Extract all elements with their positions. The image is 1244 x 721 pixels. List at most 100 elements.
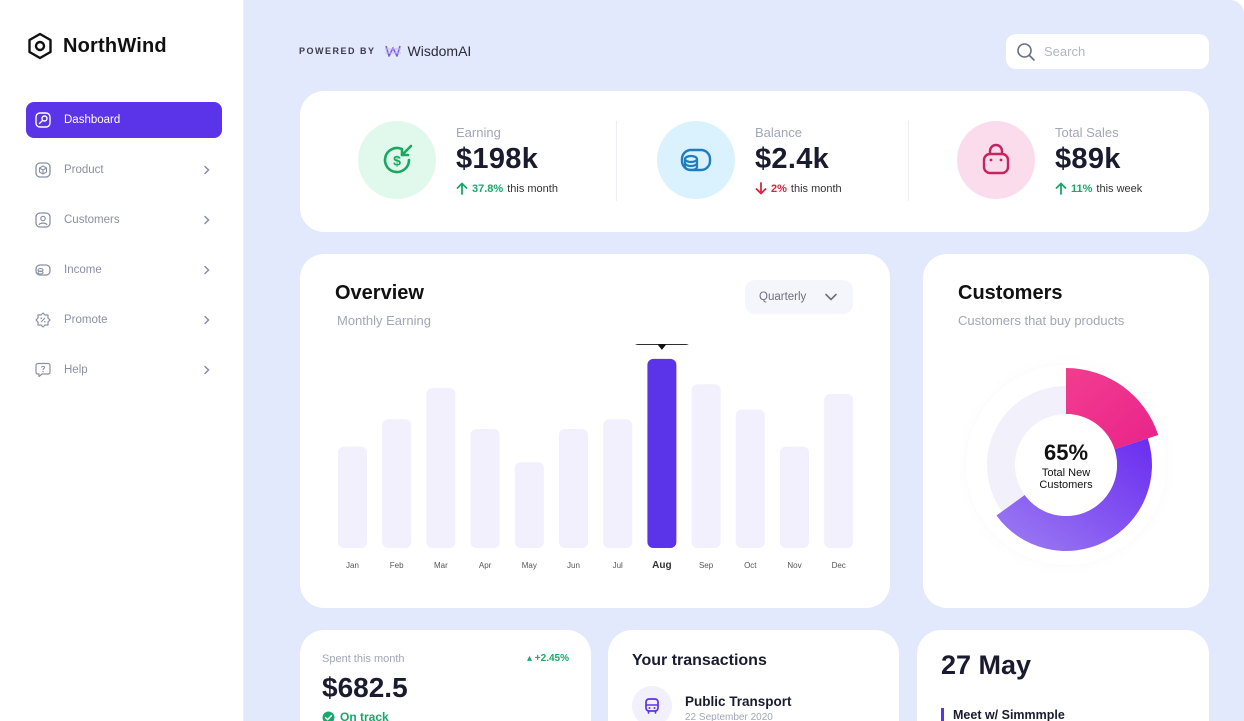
- x-tick-label: Oct: [744, 561, 757, 570]
- x-tick-label: Jan: [346, 561, 359, 570]
- bar-aug[interactable]: [647, 358, 677, 548]
- stat-balance-icon-bg: [657, 121, 735, 199]
- chevron-down-icon: [825, 293, 838, 301]
- transaction-date: 22 September 2020: [685, 712, 773, 721]
- stat-change-value: 37.8%: [472, 182, 504, 195]
- bar-feb[interactable]: [382, 419, 412, 548]
- shopping-bag-icon: [982, 143, 1010, 175]
- stat-earning-icon-bg: $: [358, 121, 436, 199]
- wallet-coins-icon: [680, 148, 712, 172]
- powered-by-banner: POWERED BY WisdomAI: [299, 43, 471, 59]
- x-tick-label: Jul: [613, 561, 623, 570]
- customers-icon: [34, 211, 52, 229]
- x-tick-label: May: [522, 561, 537, 570]
- dashboard-icon: [34, 111, 52, 129]
- sidebar-item-dashboard[interactable]: Dashboard: [26, 102, 222, 138]
- hexagon-logo-icon: [28, 32, 52, 60]
- bar-jan[interactable]: [338, 446, 367, 548]
- bar-oct[interactable]: [735, 409, 765, 548]
- income-wallet-icon: [34, 261, 52, 279]
- stat-balance: Balance $2.4k 2% this month: [657, 121, 842, 199]
- svg-text:$: $: [393, 153, 401, 169]
- spent-label: Spent this month: [322, 653, 405, 665]
- bar-sep[interactable]: [691, 384, 721, 548]
- x-tick-label: Apr: [479, 561, 492, 570]
- calendar-card: 27 May Meet w/ Simmmple: [917, 630, 1209, 721]
- donut-caption-1: Total New: [1042, 467, 1090, 479]
- stat-change-value: 2%: [771, 182, 787, 195]
- overview-subtitle: Monthly Earning: [337, 313, 431, 328]
- x-tick-label: Mar: [434, 561, 448, 570]
- search-icon: [1017, 42, 1035, 61]
- main-content: POWERED BY WisdomAI $ Earning $198k: [244, 0, 1244, 721]
- search-box[interactable]: [1006, 34, 1209, 69]
- bar-jul[interactable]: [603, 419, 633, 548]
- donut-hole: [1015, 414, 1117, 516]
- chevron-right-icon: [204, 365, 210, 375]
- promote-badge-icon: [34, 311, 52, 329]
- bus-icon: [632, 686, 672, 721]
- x-tick-label: Feb: [390, 561, 404, 570]
- overview-card: Overview Monthly Earning Quarterly Jan Fe…: [300, 254, 890, 608]
- stat-change: 11% this week: [1055, 182, 1142, 195]
- overview-title: Overview: [335, 282, 424, 304]
- search-input[interactable]: [1044, 44, 1184, 59]
- stat-period: this month: [790, 182, 842, 195]
- bar-dec[interactable]: [824, 393, 854, 548]
- sidebar-item-income[interactable]: Income: [26, 252, 222, 288]
- bar-jun[interactable]: [559, 429, 588, 548]
- highlight-tooltip: 35%: [635, 344, 689, 350]
- sidebar: NorthWind Dashboard Product Custom: [0, 0, 244, 721]
- wisdomai-logo-icon: [384, 45, 401, 57]
- stat-value: $198k: [456, 143, 539, 175]
- brand-logo[interactable]: NorthWind: [27, 32, 167, 60]
- donut-slices: [986, 368, 1159, 551]
- spent-value: $682.5: [322, 672, 408, 703]
- help-chat-icon: [34, 361, 52, 379]
- powered-by-label: POWERED BY: [299, 46, 376, 56]
- dollar-arrow-icon: $: [383, 144, 413, 174]
- sidebar-item-customers[interactable]: Customers: [26, 202, 222, 238]
- product-box-icon: [34, 161, 52, 179]
- calendar-date: 27 May: [941, 650, 1032, 680]
- transactions-card: Your transactions Public Transport 22 Se…: [608, 630, 899, 721]
- donut-slice-new-customers-b[interactable]: [996, 438, 1152, 551]
- check-circle-icon: [322, 711, 335, 721]
- period-dropdown-value: Quarterly: [759, 291, 807, 303]
- stat-change-value: 11%: [1071, 182, 1093, 195]
- bar-nov[interactable]: [780, 446, 809, 548]
- sidebar-item-promote[interactable]: Promote: [26, 302, 222, 338]
- donut-slice-new-customers-a[interactable]: [1066, 368, 1159, 450]
- period-dropdown[interactable]: Quarterly: [745, 280, 853, 314]
- bar-may[interactable]: [514, 462, 544, 548]
- arrow-up-icon: [456, 182, 468, 195]
- partner-name: WisdomAI: [407, 43, 472, 59]
- stat-total-sales: Total Sales $89k 11% this week: [957, 121, 1142, 199]
- x-tick-label: Dec: [832, 561, 846, 570]
- x-tick-label: Sep: [699, 561, 714, 570]
- on-track-status: On track: [322, 710, 389, 721]
- calendar-event[interactable]: Meet w/ Simmmple: [941, 708, 1065, 721]
- customers-card: Customers Customers that buy products: [923, 254, 1209, 608]
- bar-apr[interactable]: [470, 429, 500, 548]
- chevron-right-icon: [204, 265, 210, 275]
- stat-period: this week: [1096, 182, 1143, 195]
- stat-title: Balance: [755, 125, 802, 140]
- stat-divider: [908, 121, 909, 201]
- transaction-name: Public Transport: [685, 694, 792, 709]
- stat-title: Total Sales: [1055, 125, 1119, 140]
- transactions-title: Your transactions: [632, 652, 767, 669]
- sidebar-item-help[interactable]: Help: [26, 352, 222, 388]
- x-tick-label: Aug: [652, 560, 671, 571]
- sidebar-item-product[interactable]: Product: [26, 152, 222, 188]
- status-text: On track: [340, 710, 389, 721]
- sidebar-item-label: Product: [64, 164, 104, 176]
- brand-name: NorthWind: [63, 34, 167, 57]
- stat-earning: $ Earning $198k 37.8% this month: [358, 121, 558, 199]
- partner-logo[interactable]: WisdomAI: [384, 43, 472, 59]
- donut-percent: 65%: [1044, 440, 1088, 465]
- donut-caption-2: Customers: [1039, 479, 1093, 491]
- x-tick-label: Nov: [787, 561, 801, 570]
- bar-mar[interactable]: [426, 388, 456, 548]
